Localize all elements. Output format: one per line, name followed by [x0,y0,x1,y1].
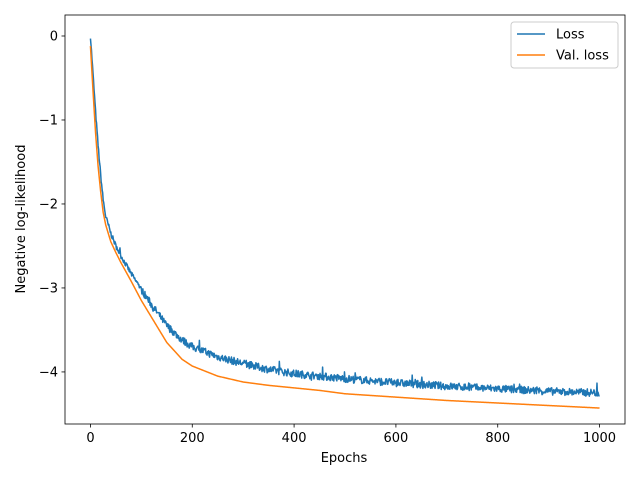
series-line-2 [89,46,600,409]
y-tick-label: −3 [39,281,58,296]
legend-label: Val. loss [556,49,609,64]
plot-area [89,38,600,409]
x-tick-label: 0 [86,431,94,446]
x-tick-label: 1000 [583,431,616,446]
y-tick-label: −2 [39,197,58,212]
x-tick-label: 800 [485,431,510,446]
legend-label: Loss [556,28,585,43]
axes: 0 200 400 600 800 1000 0 −1 −2 −3 −4 [39,14,626,446]
axes-frame [64,14,626,425]
x-tick-label: 600 [383,431,408,446]
y-tick-label: 0 [50,29,58,44]
y-tick-label: −4 [39,365,58,380]
x-axis-label: Epochs [321,451,368,466]
x-tick-label: 200 [180,431,205,446]
legend: Loss Val. loss [510,21,619,69]
y-tick-label: −1 [39,113,58,128]
series-line-1 [89,38,600,397]
x-tick-label: 400 [282,431,307,446]
y-axis-label: Negative log-likelihood [14,145,29,294]
